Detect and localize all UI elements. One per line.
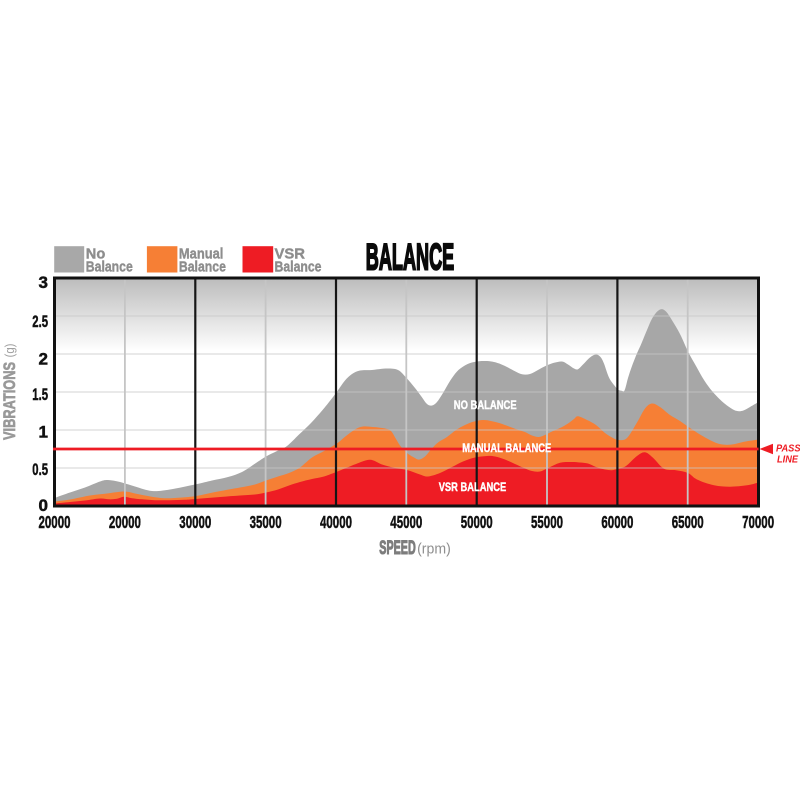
svg-text:PASS: PASS — [776, 444, 800, 455]
svg-text:70000: 70000 — [742, 512, 774, 532]
svg-text:2: 2 — [39, 349, 48, 368]
svg-text:55000: 55000 — [531, 512, 563, 532]
svg-text:20000: 20000 — [109, 512, 141, 532]
svg-text:0.5: 0.5 — [32, 460, 48, 479]
svg-text:Balance: Balance — [86, 259, 133, 276]
svg-text:50000: 50000 — [461, 512, 493, 532]
svg-text:20000: 20000 — [39, 512, 71, 532]
svg-text:BALANCE: BALANCE — [366, 237, 454, 278]
svg-text:VSR BALANCE: VSR BALANCE — [439, 480, 507, 494]
svg-text:30000: 30000 — [179, 512, 211, 532]
svg-text:MANUAL BALANCE: MANUAL BALANCE — [462, 441, 551, 455]
svg-text:Manual: Manual — [179, 246, 224, 263]
svg-text:1: 1 — [39, 423, 48, 442]
svg-text:35000: 35000 — [250, 512, 282, 532]
svg-text:Balance: Balance — [275, 259, 322, 276]
svg-text:45000: 45000 — [390, 512, 422, 532]
svg-text:VSR: VSR — [275, 246, 306, 263]
svg-text:NO BALANCE: NO BALANCE — [454, 398, 517, 412]
svg-text:VIBRATIONS: VIBRATIONS — [0, 362, 19, 440]
svg-text:1.5: 1.5 — [32, 385, 48, 404]
svg-text:(g): (g) — [2, 344, 17, 358]
svg-text:SPEED: SPEED — [379, 538, 415, 559]
svg-text:3: 3 — [39, 273, 48, 292]
svg-text:Balance: Balance — [179, 259, 226, 276]
svg-text:LINE: LINE — [777, 455, 798, 466]
svg-text:(rpm): (rpm) — [417, 541, 451, 557]
svg-text:65000: 65000 — [672, 512, 704, 532]
svg-text:60000: 60000 — [601, 512, 633, 532]
svg-text:2.5: 2.5 — [32, 312, 48, 331]
svg-text:No: No — [86, 246, 106, 263]
svg-text:0: 0 — [39, 496, 48, 515]
svg-text:40000: 40000 — [320, 512, 352, 532]
